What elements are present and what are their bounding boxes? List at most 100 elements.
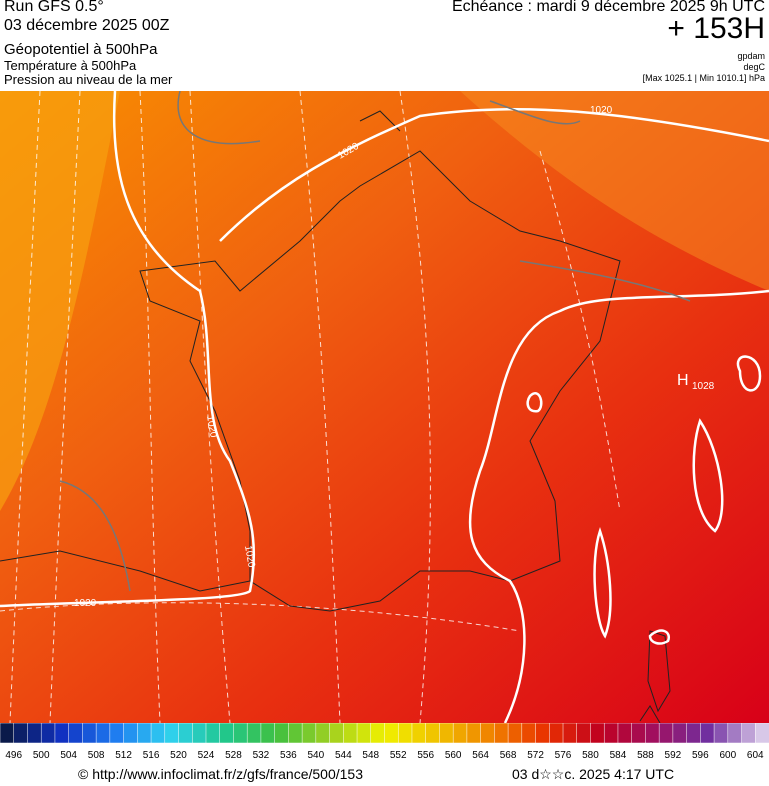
color-label: 496 xyxy=(5,750,22,761)
color-cell xyxy=(658,723,674,744)
pressure-range: [Max 1025.1 | Min 1010.1] hPa xyxy=(642,73,765,83)
color-cell xyxy=(13,723,29,744)
color-cell xyxy=(562,723,578,744)
color-label: 576 xyxy=(555,750,572,761)
color-cell xyxy=(164,723,180,744)
color-cell xyxy=(466,723,482,744)
color-label: 564 xyxy=(472,750,489,761)
color-label: 520 xyxy=(170,750,187,761)
color-cell xyxy=(288,723,303,744)
color-label: 532 xyxy=(253,750,270,761)
color-cell xyxy=(494,723,509,744)
color-cell xyxy=(603,723,619,744)
color-cell xyxy=(521,723,537,744)
color-cell xyxy=(713,723,729,744)
color-label: 592 xyxy=(665,750,682,761)
color-cell xyxy=(82,723,97,744)
contour-label: 1020 xyxy=(242,545,257,569)
color-cell xyxy=(40,723,56,744)
color-cell xyxy=(219,723,235,744)
color-label: 588 xyxy=(637,750,654,761)
coastlines xyxy=(0,110,671,723)
color-cell xyxy=(507,723,523,744)
color-label: 536 xyxy=(280,750,297,761)
color-label: 552 xyxy=(390,750,407,761)
run-date: 03 décembre 2025 00Z xyxy=(4,17,170,34)
temperature-isolines xyxy=(0,91,621,723)
color-cell xyxy=(233,723,248,744)
color-cell xyxy=(686,723,702,744)
color-cell xyxy=(0,723,15,744)
color-cell xyxy=(150,723,166,744)
lead-time: + 153H xyxy=(667,12,765,45)
color-cell xyxy=(54,723,70,744)
color-cell xyxy=(27,723,42,744)
color-cell xyxy=(617,723,633,744)
map: 1020 1020 1020 1020 1020 1028 H xyxy=(0,91,769,723)
color-cell xyxy=(700,723,715,744)
timestamp: 03 d☆☆c. 2025 4:17 UTC xyxy=(512,766,675,782)
color-cell xyxy=(123,723,139,744)
color-scale: 496 500 504 508 512 516 520 524 528 532 536 540 544 5… xyxy=(0,723,769,761)
color-label: 600 xyxy=(719,750,736,761)
color-label: 504 xyxy=(60,750,77,761)
field-label: Géopotentiel à 500hPa xyxy=(4,41,158,58)
color-cell xyxy=(137,723,152,744)
warm-band xyxy=(0,91,120,511)
contour-label: 1020 xyxy=(590,105,613,116)
color-cell xyxy=(95,723,111,744)
color-label: 544 xyxy=(335,750,352,761)
color-cell xyxy=(370,723,386,744)
color-label: 516 xyxy=(143,750,160,761)
color-cell xyxy=(329,723,345,744)
high-pressure-label: H xyxy=(677,372,689,389)
unit-label: degC xyxy=(743,62,765,72)
color-cell xyxy=(356,723,372,744)
color-cell xyxy=(315,723,331,744)
color-cell xyxy=(343,723,358,744)
unit-label: gpdam xyxy=(737,51,765,61)
color-cell xyxy=(755,723,769,744)
color-label: 528 xyxy=(225,750,242,761)
color-cell xyxy=(397,723,413,744)
color-label: 572 xyxy=(527,750,544,761)
source-url: © http://www.infoclimat.fr/z/gfs/france/… xyxy=(78,766,363,782)
contour-label: 1028 xyxy=(692,381,715,392)
color-cell xyxy=(425,723,441,744)
contour-label: 1020 xyxy=(74,598,97,609)
color-label: 540 xyxy=(307,750,324,761)
color-label: 512 xyxy=(115,750,132,761)
color-cell xyxy=(535,723,551,744)
color-cell xyxy=(452,723,468,744)
color-cell xyxy=(68,723,84,744)
color-cell xyxy=(576,723,592,744)
color-cell xyxy=(727,723,743,744)
valid-time: Echéance : mardi 9 décembre 2025 9h UTC xyxy=(451,0,765,15)
color-label: 500 xyxy=(33,750,50,761)
color-cell xyxy=(549,723,564,744)
pressure-isobars xyxy=(0,91,769,723)
gray-contours xyxy=(59,91,691,592)
color-cell xyxy=(260,723,276,744)
color-cell xyxy=(301,723,317,744)
color-cell xyxy=(590,723,605,744)
color-label: 524 xyxy=(198,750,215,761)
color-cell xyxy=(205,723,221,744)
color-cell xyxy=(480,723,496,744)
color-cell xyxy=(178,723,193,744)
color-label: 604 xyxy=(747,750,764,761)
color-cell xyxy=(384,723,399,744)
color-cell xyxy=(741,723,757,744)
color-label: 556 xyxy=(417,750,434,761)
color-cell xyxy=(439,723,454,744)
run-title: Run GFS 0.5° xyxy=(4,0,104,15)
color-label: 596 xyxy=(692,750,709,761)
color-cell xyxy=(109,723,125,744)
color-cell xyxy=(645,723,660,744)
color-label: 568 xyxy=(500,750,517,761)
color-cell xyxy=(672,723,688,744)
color-label: 508 xyxy=(88,750,105,761)
field-label: Température à 500hPa xyxy=(4,58,137,73)
color-label: 584 xyxy=(610,750,627,761)
